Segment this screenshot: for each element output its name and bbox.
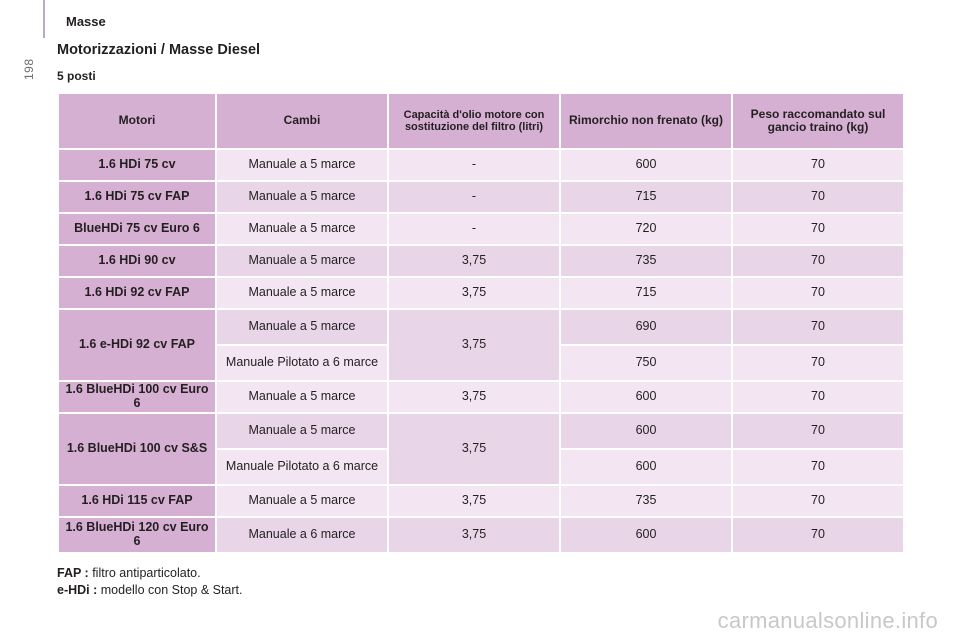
gearbox-cell: Manuale Pilotato a 6 marce xyxy=(217,450,387,484)
gearbox-cell: Manuale a 5 marce xyxy=(217,150,387,180)
gearbox-cell: Manuale a 5 marce xyxy=(217,214,387,244)
towball-cell: 70 xyxy=(733,486,903,516)
gearbox-cell: Manuale a 5 marce xyxy=(217,182,387,212)
engine-cell: 1.6 BlueHDi 100 cv S&S xyxy=(59,414,215,484)
oil-cell: - xyxy=(389,182,559,212)
gearbox-cell: Manuale a 5 marce xyxy=(217,486,387,516)
gearbox-cell: Manuale a 5 marce xyxy=(217,278,387,308)
engine-cell: 1.6 HDi 75 cv xyxy=(59,150,215,180)
trailer-cell: 735 xyxy=(561,486,731,516)
footnote-text: modello con Stop & Start. xyxy=(97,583,243,597)
gearbox-cell: Manuale a 5 marce xyxy=(217,382,387,412)
table-row: Manuale Pilotato a 6 marce 750 70 xyxy=(59,346,903,380)
towball-cell: 70 xyxy=(733,150,903,180)
gearbox-cell: Manuale Pilotato a 6 marce xyxy=(217,346,387,380)
towball-cell: 70 xyxy=(733,450,903,484)
table-row: 1.6 e-HDi 92 cv FAP Manuale a 5 marce 3,… xyxy=(59,310,903,380)
trailer-cell: 750 xyxy=(561,346,731,380)
towball-cell: 70 xyxy=(733,518,903,552)
table-row: 1.6 BlueHDi 100 cv S&S Manuale a 5 marce… xyxy=(59,414,903,484)
towball-cell: 70 xyxy=(733,278,903,308)
watermark: carmanualsonline.info xyxy=(717,608,938,633)
trailer-cell: 600 xyxy=(561,450,731,484)
towball-cell: 70 xyxy=(733,182,903,212)
trailer-cell: 735 xyxy=(561,246,731,276)
engine-cell: 1.6 BlueHDi 120 cv Euro 6 xyxy=(59,518,215,552)
oil-cell: 3,75 xyxy=(389,518,559,552)
towball-cell: 70 xyxy=(733,414,903,448)
section-label: Masse xyxy=(66,14,106,29)
footnote-term: FAP : xyxy=(57,566,89,580)
oil-cell: 3,75 xyxy=(389,486,559,516)
table-row: 1.6 HDi 75 cv Manuale a 5 marce - 600 70 xyxy=(59,150,903,180)
table-row: 1.6 HDi 115 cv FAP Manuale a 5 marce 3,7… xyxy=(59,486,903,516)
subtitle: 5 posti xyxy=(57,69,96,83)
towball-cell: 70 xyxy=(733,346,903,380)
section-marker-line xyxy=(43,0,45,38)
table-row: 1.6 HDi 75 cv FAP Manuale a 5 marce - 71… xyxy=(59,182,903,212)
page-number: 198 xyxy=(22,58,36,80)
towball-cell: 70 xyxy=(733,214,903,244)
engine-cell: BlueHDi 75 cv Euro 6 xyxy=(59,214,215,244)
page-title: Motorizzazioni / Masse Diesel xyxy=(57,42,261,58)
footnote-text: filtro antiparticolato. xyxy=(88,566,201,580)
engine-cell: 1.6 HDi 75 cv FAP xyxy=(59,182,215,212)
engine-cell: 1.6 e-HDi 92 cv FAP xyxy=(59,310,215,380)
oil-cell: 3,75 xyxy=(389,414,559,484)
header-oil-capacity: Capacità d'olio motore con sostituzione … xyxy=(389,94,559,148)
gearbox-cell: Manuale a 6 marce xyxy=(217,518,387,552)
towball-cell: 70 xyxy=(733,382,903,412)
table-row: 1.6 HDi 92 cv FAP Manuale a 5 marce 3,75… xyxy=(59,278,903,308)
towball-cell: 70 xyxy=(733,246,903,276)
footnote-fap: FAP : filtro antiparticolato. xyxy=(57,565,243,582)
trailer-cell: 600 xyxy=(561,150,731,180)
engine-cell: 1.6 BlueHDi 100 cv Euro 6 xyxy=(59,382,215,412)
trailer-cell: 715 xyxy=(561,182,731,212)
engine-cell: 1.6 HDi 90 cv xyxy=(59,246,215,276)
trailer-cell: 690 xyxy=(561,310,731,344)
table-row: 1.6 BlueHDi 120 cv Euro 6 Manuale a 6 ma… xyxy=(59,518,903,552)
table-row: 1.6 HDi 90 cv Manuale a 5 marce 3,75 735… xyxy=(59,246,903,276)
header-engine: Motori xyxy=(59,94,215,148)
header-trailer: Rimorchio non frenato (kg) xyxy=(561,94,731,148)
masses-table: Motori Cambi Capacità d'olio motore con … xyxy=(57,92,905,554)
gearbox-cell: Manuale a 5 marce xyxy=(217,246,387,276)
oil-cell: 3,75 xyxy=(389,310,559,380)
table-row: BlueHDi 75 cv Euro 6 Manuale a 5 marce -… xyxy=(59,214,903,244)
oil-cell: - xyxy=(389,214,559,244)
trailer-cell: 600 xyxy=(561,414,731,448)
gearbox-cell: Manuale a 5 marce xyxy=(217,414,387,448)
gearbox-cell: Manuale a 5 marce xyxy=(217,310,387,344)
trailer-cell: 600 xyxy=(561,518,731,552)
towball-cell: 70 xyxy=(733,310,903,344)
trailer-cell: 720 xyxy=(561,214,731,244)
engine-cell: 1.6 HDi 92 cv FAP xyxy=(59,278,215,308)
trailer-cell: 715 xyxy=(561,278,731,308)
footnote-term: e-HDi : xyxy=(57,583,98,597)
trailer-cell: 600 xyxy=(561,382,731,412)
table-row: Manuale Pilotato a 6 marce 600 70 xyxy=(59,450,903,484)
header-towball: Peso raccomandato sul gancio traino (kg) xyxy=(733,94,903,148)
oil-cell: 3,75 xyxy=(389,382,559,412)
table-header-row: Motori Cambi Capacità d'olio motore con … xyxy=(59,94,903,148)
header-gearbox: Cambi xyxy=(217,94,387,148)
footnote-ehdi: e-HDi : modello con Stop & Start. xyxy=(57,582,243,599)
footnotes: FAP : filtro antiparticolato. e-HDi : mo… xyxy=(57,565,243,599)
table-row: 1.6 BlueHDi 100 cv Euro 6 Manuale a 5 ma… xyxy=(59,382,903,412)
oil-cell: 3,75 xyxy=(389,278,559,308)
engine-cell: 1.6 HDi 115 cv FAP xyxy=(59,486,215,516)
oil-cell: 3,75 xyxy=(389,246,559,276)
oil-cell: - xyxy=(389,150,559,180)
